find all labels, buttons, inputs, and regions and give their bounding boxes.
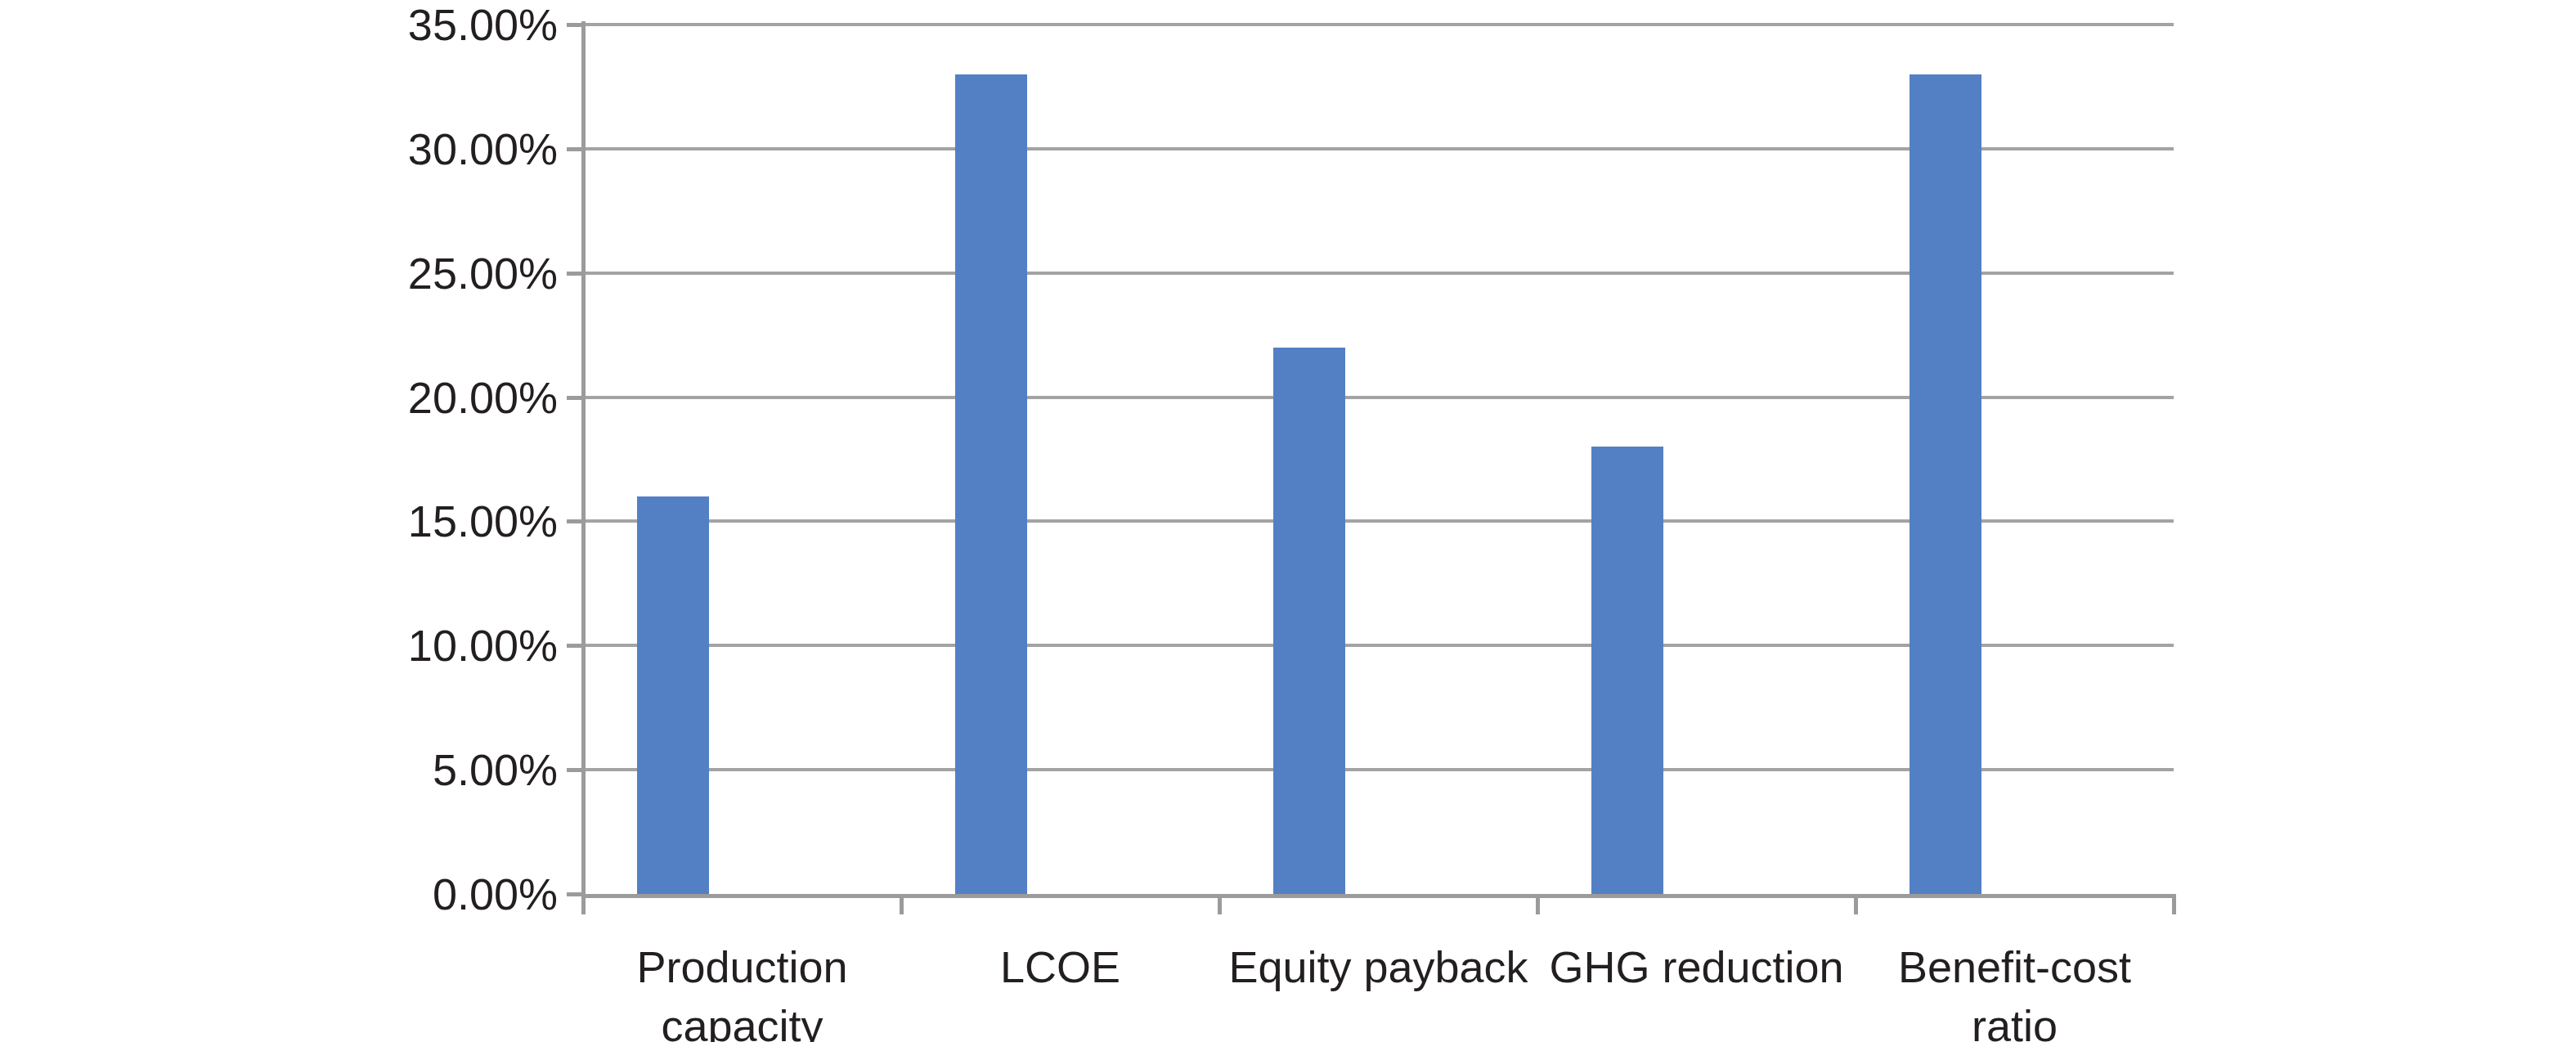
y-tick-mark — [567, 147, 583, 151]
bar-equity-payback — [1273, 348, 1345, 894]
y-tick-mark — [567, 768, 583, 772]
x-tick-mark — [1218, 894, 1222, 914]
category-label-line: ratio — [1802, 996, 2228, 1042]
y-tick-mark — [567, 519, 583, 523]
y-axis-tick-label: 0.00% — [231, 871, 558, 917]
y-tick-mark — [567, 892, 583, 896]
y-axis-tick-label: 15.00% — [231, 498, 558, 544]
y-axis-tick-label: 5.00% — [231, 747, 558, 793]
bar-chart-figure: 35.00% 30.00% 25.00% 20.00% 15.00% 10.00% 5.00… — [0, 0, 2576, 1042]
gridline-35pct — [583, 23, 2174, 26]
x-axis-category-label-benefit-cost-ratio: Benefit-costratio — [1802, 937, 2228, 1042]
y-axis-line — [581, 21, 586, 894]
bar-lcoe — [955, 74, 1027, 894]
y-tick-mark — [567, 644, 583, 648]
y-axis-tick-label: 10.00% — [231, 622, 558, 668]
x-axis-line — [581, 894, 2175, 898]
category-label-line: Benefit-cost — [1802, 937, 2228, 996]
y-axis-tick-label: 35.00% — [231, 2, 558, 47]
y-tick-mark — [567, 396, 583, 400]
category-label-line: capacity — [530, 996, 955, 1042]
y-tick-mark — [567, 23, 583, 27]
bar-production-capacity — [637, 496, 709, 894]
plot-area: 35.00% 30.00% 25.00% 20.00% 15.00% 10.00% 5.00… — [0, 0, 2576, 1042]
y-axis-tick-label: 30.00% — [231, 126, 558, 172]
y-axis-tick-label: 20.00% — [231, 375, 558, 420]
y-tick-mark — [567, 272, 583, 276]
bar-benefit-cost-ratio — [1910, 74, 1981, 894]
x-tick-mark — [1536, 894, 1540, 914]
x-tick-mark — [900, 894, 904, 914]
y-axis-tick-label: 25.00% — [231, 250, 558, 296]
x-tick-mark — [581, 894, 586, 914]
bar-ghg-reduction — [1591, 447, 1663, 894]
x-tick-mark — [2172, 894, 2176, 914]
x-tick-mark — [1854, 894, 1858, 914]
